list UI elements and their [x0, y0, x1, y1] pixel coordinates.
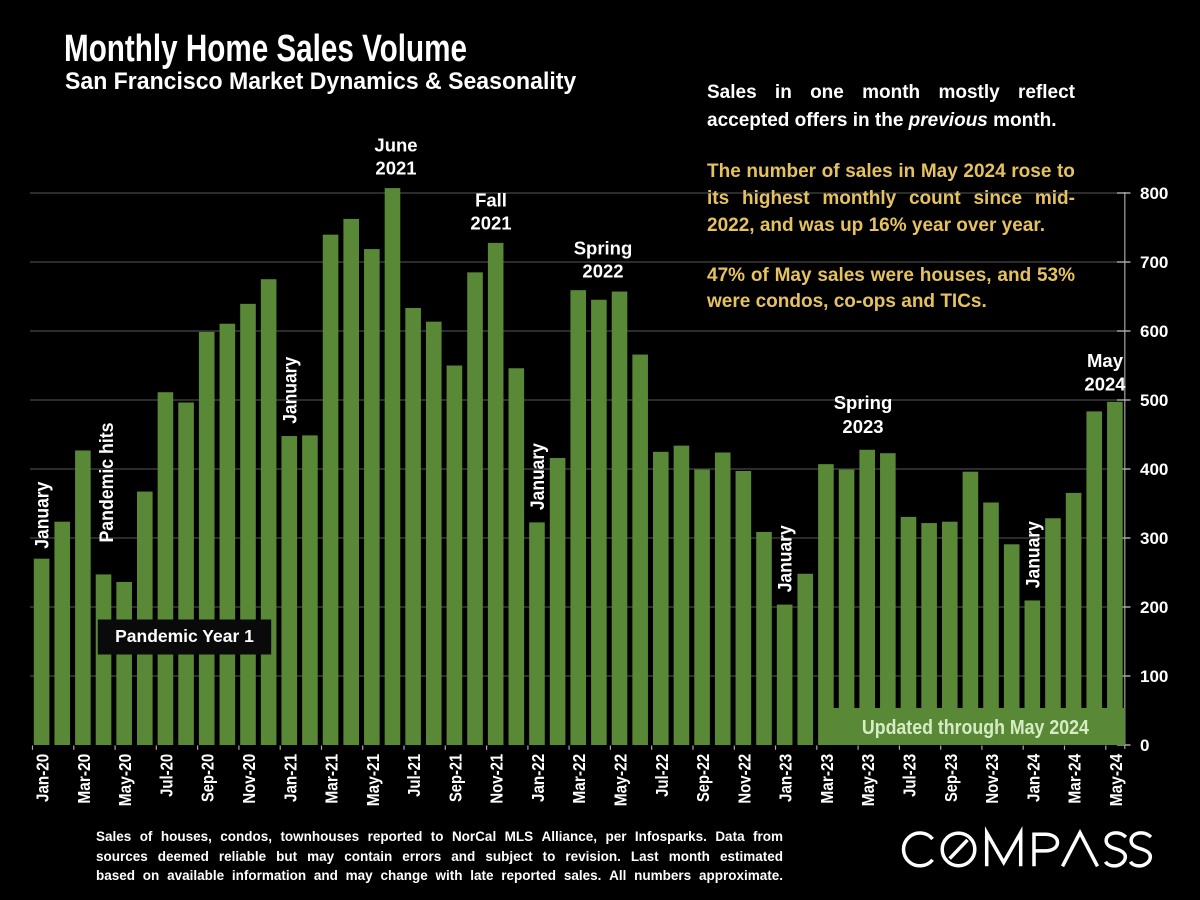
svg-text:200: 200	[1140, 598, 1168, 617]
svg-text:2022: 2022	[582, 260, 623, 281]
svg-text:Jan-23: Jan-23	[776, 754, 796, 802]
svg-text:January: January	[528, 443, 549, 510]
svg-text:2023: 2023	[842, 416, 883, 437]
svg-text:100: 100	[1140, 667, 1168, 686]
svg-text:Jan-20: Jan-20	[33, 754, 53, 802]
svg-text:Fall: Fall	[475, 190, 507, 211]
svg-text:Mar-20: Mar-20	[74, 754, 94, 804]
svg-text:Mar-23: Mar-23	[817, 754, 837, 804]
svg-text:700: 700	[1140, 253, 1168, 272]
svg-text:May-22: May-22	[611, 754, 631, 807]
svg-text:800: 800	[1140, 184, 1168, 203]
svg-text:January: January	[33, 481, 54, 548]
svg-text:Nov-20: Nov-20	[239, 754, 259, 804]
svg-text:Jul-21: Jul-21	[404, 754, 424, 797]
svg-text:2021: 2021	[470, 212, 511, 233]
svg-text:May: May	[1087, 350, 1124, 371]
svg-text:500: 500	[1140, 391, 1168, 410]
svg-text:May-21: May-21	[363, 754, 383, 807]
svg-text:Sep-20: Sep-20	[198, 754, 218, 802]
svg-text:2021: 2021	[375, 158, 416, 179]
svg-text:January: January	[1023, 521, 1044, 588]
svg-text:400: 400	[1140, 460, 1168, 479]
svg-text:Updated through May 2024: Updated through May 2024	[862, 717, 1090, 739]
svg-text:Jul-20: Jul-20	[156, 754, 176, 797]
svg-text:Mar-24: Mar-24	[1065, 754, 1085, 804]
svg-text:Nov-23: Nov-23	[982, 754, 1002, 804]
svg-text:0: 0	[1140, 736, 1149, 755]
svg-text:June: June	[374, 135, 417, 156]
svg-text:May-23: May-23	[858, 754, 878, 807]
svg-text:600: 600	[1140, 322, 1168, 341]
svg-text:January: January	[280, 356, 301, 423]
svg-text:Mar-22: Mar-22	[569, 754, 589, 804]
svg-text:May-24: May-24	[1106, 754, 1126, 807]
svg-text:Nov-21: Nov-21	[487, 754, 507, 804]
svg-text:January: January	[776, 525, 797, 592]
svg-text:Jul-23: Jul-23	[900, 754, 920, 797]
svg-text:Jan-24: Jan-24	[1023, 754, 1043, 802]
svg-text:Sep-22: Sep-22	[693, 754, 713, 802]
svg-text:May-20: May-20	[115, 754, 135, 807]
svg-text:Jan-22: Jan-22	[528, 754, 548, 802]
svg-text:Pandemic Year 1: Pandemic Year 1	[115, 626, 254, 646]
svg-text:2024: 2024	[1084, 374, 1126, 395]
svg-text:Pandemic hits: Pandemic hits	[97, 423, 118, 543]
svg-text:Jul-22: Jul-22	[652, 754, 672, 797]
svg-text:Sep-23: Sep-23	[941, 754, 961, 802]
svg-text:Mar-21: Mar-21	[322, 754, 342, 804]
svg-text:Nov-22: Nov-22	[734, 754, 754, 804]
svg-text:Sep-21: Sep-21	[445, 754, 465, 802]
svg-text:Jan-21: Jan-21	[280, 754, 300, 802]
svg-text:Spring: Spring	[834, 392, 893, 413]
svg-text:300: 300	[1140, 529, 1168, 548]
svg-text:Spring: Spring	[574, 238, 633, 259]
